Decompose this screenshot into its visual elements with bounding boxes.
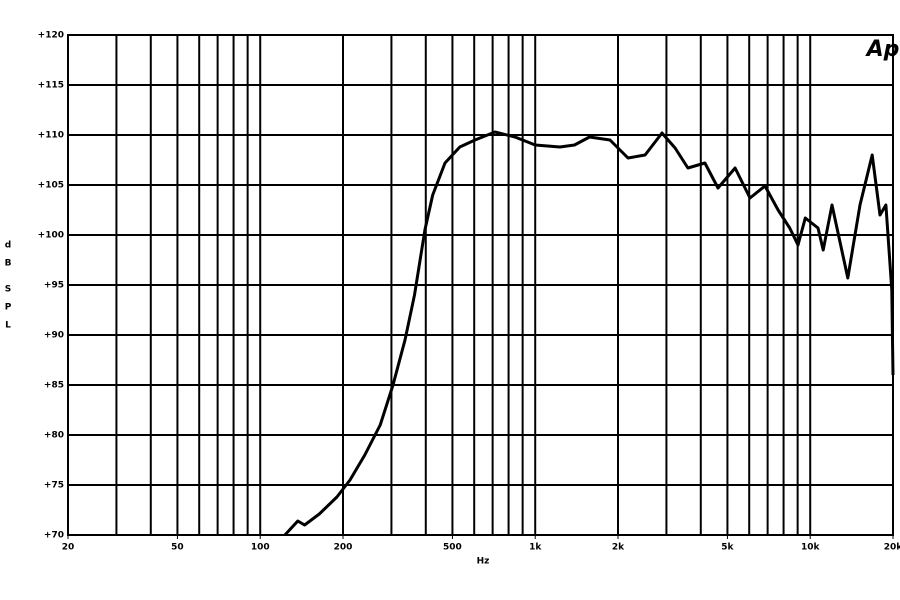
line-series: [283, 130, 895, 537]
y-tick-label: +120: [38, 31, 64, 41]
y-tick-label: +80: [44, 431, 64, 441]
x-tick-label: 5k: [721, 543, 734, 553]
y-tick-label: +85: [44, 381, 64, 391]
x-tick-label: 50: [171, 543, 184, 553]
x-tick-label: 200: [334, 543, 353, 553]
x-tick-label: 1k: [529, 543, 542, 553]
y-axis-label: P: [5, 303, 12, 313]
y-axis-label: S: [5, 285, 11, 295]
y-tick-label: +105: [38, 181, 64, 191]
y-tick-label: +115: [38, 81, 64, 91]
y-tick-label: +75: [44, 481, 64, 491]
y-axis-label: d: [5, 241, 11, 251]
x-tick-label: 2k: [612, 543, 625, 553]
y-tick-label: +95: [44, 281, 64, 291]
x-tick-label: 500: [443, 543, 462, 553]
y-tick-label: +110: [38, 131, 64, 141]
x-axis-label: Hz: [477, 557, 490, 567]
logo: Ap: [865, 37, 900, 62]
y-axis-label: L: [5, 321, 11, 331]
x-tick-label: 20k: [884, 543, 900, 553]
y-axis-label: B: [5, 259, 12, 269]
x-tick-label: 10k: [801, 543, 821, 553]
y-tick-label: +90: [44, 331, 64, 341]
y-tick-label: +100: [38, 231, 64, 241]
x-tick-label: 100: [251, 543, 270, 553]
x-tick-label: 20: [62, 543, 75, 553]
y-tick-label: +70: [44, 531, 64, 541]
